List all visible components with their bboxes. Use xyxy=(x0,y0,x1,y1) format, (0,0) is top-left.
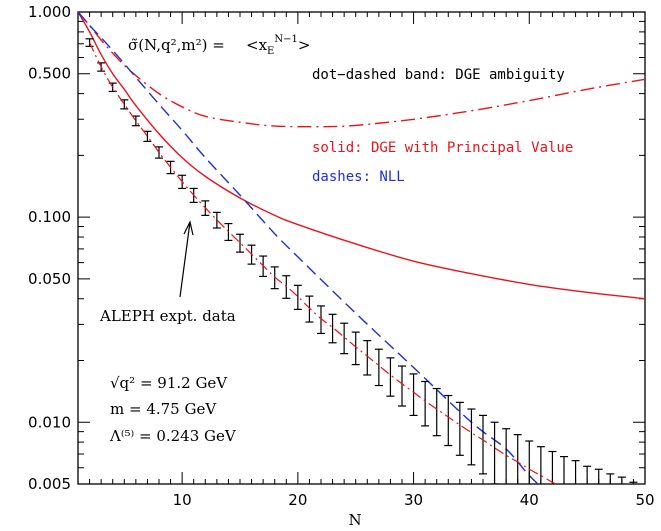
series-layer xyxy=(78,12,645,484)
x-tick-label: 50 xyxy=(635,491,654,509)
x-tick-label: 20 xyxy=(288,491,307,509)
x-tick-label: 30 xyxy=(404,491,423,509)
x-tick-label: 40 xyxy=(520,491,539,509)
band-label: dot−dashed band: DGE ambiguity xyxy=(312,67,565,83)
plot-frame xyxy=(77,11,646,485)
y-tick-label: 0.010 xyxy=(28,413,71,431)
param-q2: √q² = 91.2 GeV xyxy=(110,374,228,392)
series-dge-ambiguity-lower xyxy=(89,42,558,484)
dashes-label: dashes: NLL xyxy=(312,169,405,185)
title-rhs: <xEN−1> xyxy=(246,34,310,57)
param-lambda: Λ⁽⁵⁾ = 0.243 GeV xyxy=(109,427,237,445)
tick-labels: 10 20 30 40 50 1.000 0.500 0.100 0.050 0.010 0.005 xyxy=(28,3,655,509)
series-nll xyxy=(78,12,539,484)
solid-label: solid: DGE with Principal Value xyxy=(312,140,573,156)
y-tick-label: 0.050 xyxy=(28,270,71,288)
y-tick-label: 0.100 xyxy=(28,208,71,226)
plot-border xyxy=(77,11,646,485)
series-dge-principal-value xyxy=(78,12,645,300)
x-axis-label: N xyxy=(348,511,361,529)
data-pointer-arrow xyxy=(179,220,194,298)
series-dge-ambiguity xyxy=(78,12,645,128)
title-rhs-sub: E xyxy=(267,46,274,57)
x-tick-label: 10 xyxy=(173,491,192,509)
y-tick-label: 0.500 xyxy=(28,65,71,83)
y-tick-label: 1.000 xyxy=(28,3,71,21)
data-label: ALEPH expt. data xyxy=(99,307,236,325)
title-lhs: σ̃(N,q²,m²) = xyxy=(128,36,225,54)
title-rhs-sup: N−1 xyxy=(274,34,298,45)
y-tick-label: 0.005 xyxy=(28,475,71,493)
param-m: m = 4.75 GeV xyxy=(110,400,217,418)
